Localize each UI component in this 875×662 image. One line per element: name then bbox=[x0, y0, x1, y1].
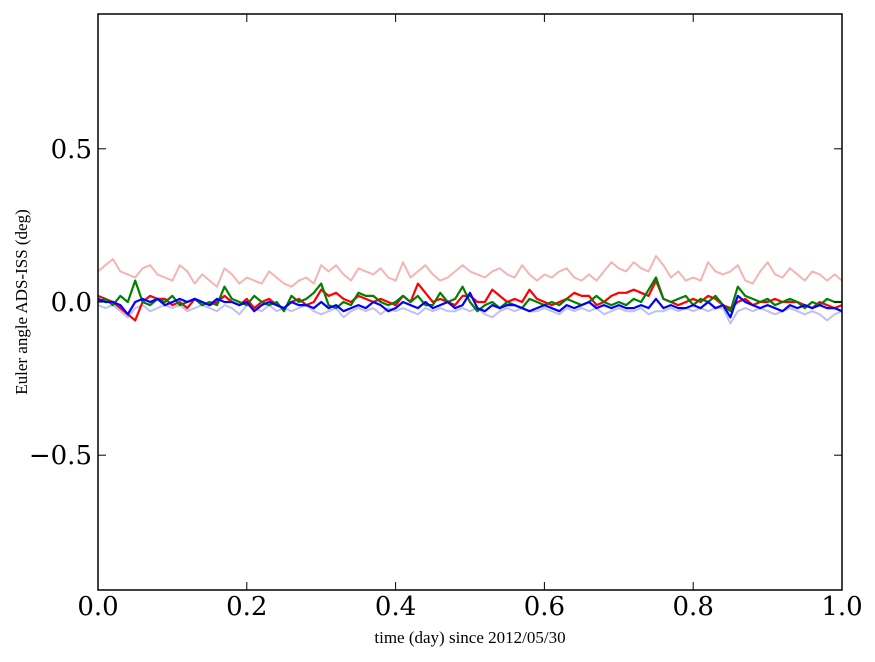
series-line-5 bbox=[97, 291, 843, 319]
y-tick-label: −0.5 bbox=[29, 441, 92, 471]
y-axis-label: Euler angle ADS-ISS (deg) bbox=[12, 209, 31, 395]
series-line-1 bbox=[97, 255, 843, 288]
x-tick-label: 0.8 bbox=[673, 592, 714, 622]
series-layer bbox=[97, 255, 843, 325]
x-tick-label: 0.6 bbox=[524, 592, 565, 622]
x-tick-label: 0.2 bbox=[226, 592, 267, 622]
x-tick-label: 0.4 bbox=[375, 592, 416, 622]
series-line-4 bbox=[97, 276, 842, 313]
y-tick-label: 0.5 bbox=[51, 135, 92, 165]
x-tick-label: 1.0 bbox=[821, 592, 862, 622]
series-line-3 bbox=[97, 279, 843, 322]
x-tick-label: 0.0 bbox=[77, 592, 118, 622]
y-tick-label: 0.0 bbox=[51, 288, 92, 318]
x-axis-label: time (day) since 2012/05/30 bbox=[374, 628, 565, 647]
tick-layer: 0.0 0.2 0.4 0.6 0.8 1.0 −0.5 0.0 0.5 bbox=[29, 14, 863, 622]
